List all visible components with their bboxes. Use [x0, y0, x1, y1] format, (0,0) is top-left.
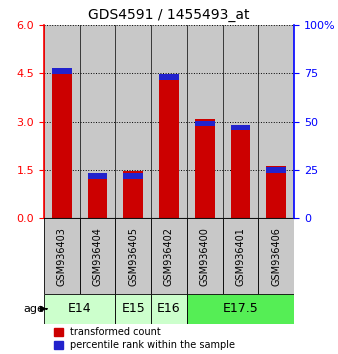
Text: E15: E15: [121, 302, 145, 315]
Text: GSM936404: GSM936404: [93, 227, 102, 286]
Bar: [123, 173, 143, 179]
Bar: [88, 173, 107, 218]
Bar: [80, 218, 115, 294]
Text: GSM936400: GSM936400: [200, 227, 210, 286]
Bar: [44, 218, 80, 294]
Text: E14: E14: [68, 302, 92, 315]
Bar: [187, 25, 223, 218]
Text: E17.5: E17.5: [223, 302, 258, 315]
Text: GSM936402: GSM936402: [164, 227, 174, 286]
Bar: [258, 25, 294, 218]
Bar: [115, 294, 151, 324]
Bar: [159, 77, 179, 218]
Bar: [115, 25, 151, 218]
Bar: [159, 74, 179, 80]
Bar: [52, 68, 72, 74]
Bar: [266, 166, 286, 218]
Bar: [115, 218, 151, 294]
Bar: [151, 25, 187, 218]
Bar: [123, 171, 143, 218]
Bar: [266, 167, 286, 173]
Bar: [44, 294, 115, 324]
Bar: [88, 173, 107, 179]
Bar: [195, 121, 215, 126]
Bar: [151, 218, 187, 294]
Bar: [223, 218, 258, 294]
Bar: [258, 218, 294, 294]
Bar: [231, 125, 250, 130]
Text: age: age: [23, 304, 44, 314]
Bar: [187, 294, 294, 324]
Text: GSM936405: GSM936405: [128, 227, 138, 286]
Legend: transformed count, percentile rank within the sample: transformed count, percentile rank withi…: [54, 327, 235, 350]
Bar: [151, 294, 187, 324]
Text: GSM936401: GSM936401: [236, 227, 245, 286]
Text: GSM936403: GSM936403: [57, 227, 67, 286]
Bar: [195, 119, 215, 218]
Bar: [223, 25, 258, 218]
Bar: [80, 25, 115, 218]
Text: E16: E16: [157, 302, 181, 315]
Bar: [52, 68, 72, 218]
Title: GDS4591 / 1455493_at: GDS4591 / 1455493_at: [88, 8, 250, 22]
Bar: [231, 125, 250, 218]
Bar: [187, 218, 223, 294]
Bar: [44, 25, 80, 218]
Text: GSM936406: GSM936406: [271, 227, 281, 286]
